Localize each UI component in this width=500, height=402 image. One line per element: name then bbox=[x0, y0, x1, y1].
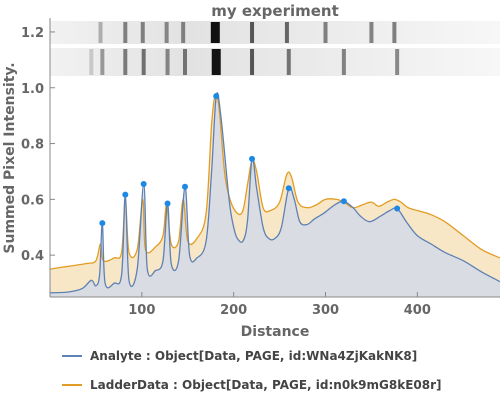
gel-band-0-3 bbox=[164, 22, 169, 43]
ladder-legend-swatch bbox=[62, 384, 82, 386]
gel-band-0-2 bbox=[140, 22, 145, 43]
chart-svg: my experiment 100 200 300 400 0.4 0.6 0.8 1.0 1.… bbox=[2, 2, 500, 340]
gel-band-0-1 bbox=[123, 22, 128, 43]
x-axis-label: Distance bbox=[241, 324, 310, 340]
ladder-legend-label: LadderData : Object[Data, PAGE, id:n0k9m… bbox=[90, 378, 442, 392]
gel-band-1-8 bbox=[286, 49, 291, 75]
gel-band-1-2 bbox=[123, 49, 128, 75]
y-tick-label-2: 0.8 bbox=[21, 138, 44, 153]
gel-band-1-3 bbox=[141, 49, 146, 75]
analyte-series-fill bbox=[50, 92, 500, 297]
chart-title: my experiment bbox=[211, 2, 339, 20]
gel-band-1-4 bbox=[165, 49, 170, 75]
analyte-peak-marker-2 bbox=[140, 181, 147, 188]
gel-band-0-7 bbox=[284, 22, 289, 43]
gel-lane-analyte bbox=[50, 48, 500, 76]
analyte-legend-swatch bbox=[62, 355, 82, 357]
x-tick-label-100: 100 bbox=[128, 303, 155, 318]
y-tick-label-1: 0.6 bbox=[21, 193, 44, 208]
gel-band-0-9 bbox=[369, 22, 374, 43]
analyte-peak-marker-7 bbox=[285, 185, 292, 192]
y-tick-label-4: 1.2 bbox=[21, 26, 44, 41]
gel-band-1-6 bbox=[211, 49, 221, 75]
analyte-peak-marker-0 bbox=[99, 220, 106, 227]
analyte-peak-marker-8 bbox=[340, 198, 347, 205]
y-axis-label: Summed Pixel Intensity. bbox=[2, 62, 18, 253]
gel-band-0-4 bbox=[181, 22, 186, 43]
gel-band-0-5 bbox=[210, 22, 220, 43]
gel-band-1-7 bbox=[250, 49, 255, 75]
x-tick-label-300: 300 bbox=[312, 303, 339, 318]
y-tick-label-3: 1.0 bbox=[21, 82, 44, 97]
gel-band-1-0 bbox=[89, 49, 94, 75]
analyte-peak-marker-3 bbox=[164, 200, 171, 207]
gel-band-1-10 bbox=[395, 49, 400, 75]
gel-band-0-6 bbox=[250, 22, 255, 43]
analyte-peak-marker-6 bbox=[249, 155, 256, 162]
legend-item-ladder: LadderData : Object[Data, PAGE, id:n0k9m… bbox=[62, 378, 442, 392]
analyte-legend-label: Analyte : Object[Data, PAGE, id:WNa4ZjKa… bbox=[90, 349, 418, 363]
gel-image bbox=[50, 20, 500, 77]
ladder-series-line bbox=[50, 93, 500, 270]
y-tick-label-0: 0.4 bbox=[21, 249, 44, 264]
analyte-series-line bbox=[50, 92, 500, 294]
gel-band-1-5 bbox=[183, 49, 187, 75]
gel-band-0-0 bbox=[98, 22, 103, 43]
x-tick-label-400: 400 bbox=[404, 303, 431, 318]
gel-band-0-10 bbox=[392, 22, 397, 43]
analyte-peak-marker-5 bbox=[213, 93, 220, 100]
gel-band-1-1 bbox=[100, 49, 105, 75]
gel-band-1-9 bbox=[341, 49, 346, 75]
analyte-peak-marker-1 bbox=[122, 191, 129, 198]
gel-lane-ladder bbox=[50, 21, 500, 44]
analyte-peak-marker-9 bbox=[394, 205, 401, 212]
legend-item-analyte: Analyte : Object[Data, PAGE, id:WNa4ZjKa… bbox=[62, 349, 417, 363]
analyte-peak-marker-4 bbox=[182, 183, 188, 190]
x-tick-label-200: 200 bbox=[220, 303, 247, 318]
gel-band-0-8 bbox=[323, 22, 328, 43]
axes: 100 200 300 400 0.4 0.6 0.8 1.0 1.2 bbox=[21, 18, 500, 318]
